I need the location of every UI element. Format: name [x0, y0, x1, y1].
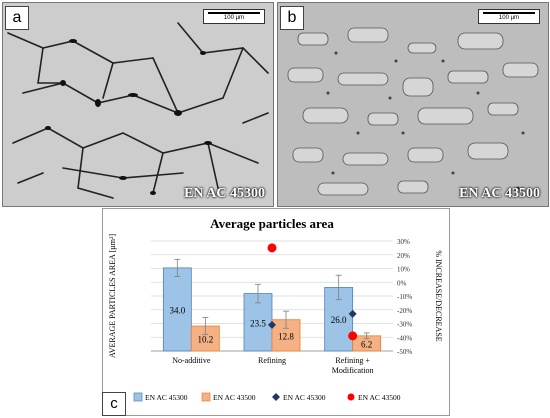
scale-bar-label: 100 µm: [498, 15, 520, 21]
chart-title: Average particles area: [210, 216, 334, 231]
alloy-label: EN AC 43500: [459, 186, 540, 201]
y2-tick-label: 10%: [397, 266, 410, 274]
legend-diamond: [272, 393, 280, 401]
legend-swatch: [133, 392, 143, 402]
y2-tick-label: -20%: [397, 307, 412, 315]
scale-bar-label: 100 µm: [223, 15, 245, 21]
micrograph-panel-a: a 100 µm EN AC 45300: [2, 2, 274, 207]
bar-data-label: 12.8: [278, 331, 294, 341]
circle-marker: [267, 243, 277, 253]
panel-c-letter: c: [102, 392, 126, 416]
y2-tick-label: -30%: [397, 321, 412, 329]
diamond-marker: [268, 320, 276, 329]
y2-tick-label: -10%: [397, 293, 412, 301]
micrograph-panel-b: b 100 µm EN AC 43500: [277, 2, 549, 207]
scale-bar: 100 µm: [478, 9, 540, 24]
scale-bar-line: [483, 12, 535, 14]
legend-label: EN AC 43500: [213, 393, 256, 402]
bar: [162, 267, 192, 352]
chart-panel-c: Average particles area 30% 20% 10% 0% -10% -20…: [102, 208, 450, 416]
panel-b-letter: b: [280, 6, 304, 30]
y2-tick-label: -40%: [397, 334, 412, 342]
legend-swatch: [201, 392, 211, 402]
legend-label: EN AC 45300: [283, 393, 326, 402]
x-tick-label: Refining: [258, 356, 286, 365]
y-axis-label: AVERAGE PARTICLES AREA [µm²]: [108, 234, 117, 358]
y2-tick-label: 0%: [397, 279, 407, 287]
legend-label: EN AC 45300: [145, 393, 188, 402]
legend-circle: [347, 393, 355, 401]
bar-data-label: 10.2: [197, 335, 213, 345]
bar-data-label: 34.0: [169, 305, 185, 315]
particles-area-chart: Average particles area 30% 20% 10% 0% -10% -20…: [108, 216, 443, 402]
diamond-marker: [348, 309, 357, 318]
micrograph-b-image: [287, 27, 539, 196]
scale-bar-line: [208, 12, 260, 14]
y2-axis-label: % INCREASE/DECREASE: [434, 250, 443, 341]
x-tick-label: Refining +: [335, 356, 370, 365]
scale-bar: 100 µm: [203, 9, 265, 24]
y2-tick-label: -50%: [397, 348, 412, 356]
x-tick-label: Modification: [332, 366, 374, 375]
circle-marker: [348, 331, 358, 341]
micrograph-a-image: [7, 22, 269, 199]
bar-data-label: 26.0: [331, 315, 347, 325]
panel-a-letter: a: [5, 6, 29, 30]
y2-tick-label: 20%: [397, 252, 410, 260]
x-tick-label: No-additive: [172, 356, 211, 365]
bar-data-label: 23.5: [250, 318, 266, 328]
legend-label: EN AC 43500: [358, 393, 401, 402]
y2-tick-label: 30%: [397, 238, 410, 246]
bar-data-label: 6.2: [361, 339, 372, 349]
alloy-label: EN AC 45300: [184, 186, 265, 201]
